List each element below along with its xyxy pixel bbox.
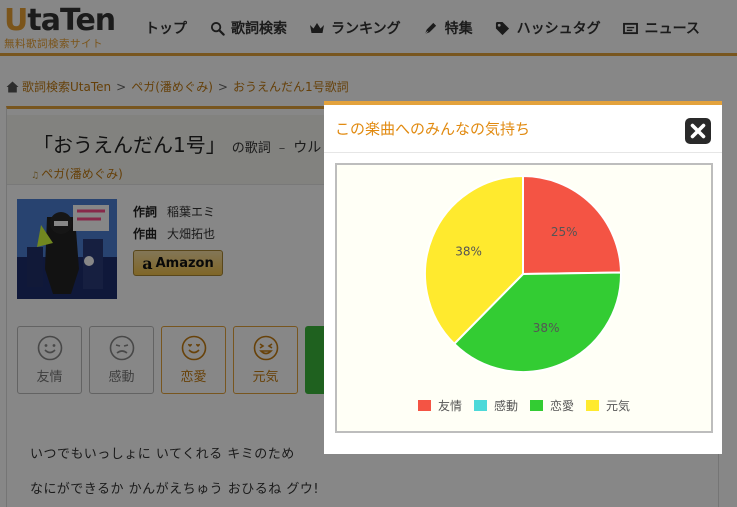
artist-icon: ♫	[31, 171, 40, 181]
legend-item[interactable]: 元気	[586, 397, 630, 414]
chart-legend: 友情 感動 恋愛 元気	[337, 397, 711, 414]
credit-key: 作曲	[133, 227, 158, 241]
feelings-modal: この楽曲へのみんなの気持ち 25% 38% 38% 友情 感動 恋愛 元気	[324, 101, 722, 454]
logo-tagline: 無料歌詞検索サイト	[4, 38, 103, 50]
breadcrumb-link-home[interactable]: 歌詞検索UtaTen	[22, 80, 112, 94]
amazon-icon: a	[142, 253, 153, 273]
breadcrumb-link-artist[interactable]: ペガ(潘めぐみ)	[131, 80, 213, 94]
credit-composer: 作曲 大畑拓也	[133, 223, 215, 245]
song-subtitle: ウル	[293, 140, 322, 156]
title-dash: –	[278, 141, 286, 156]
nav-label: 歌詞検索	[231, 21, 287, 37]
legend-swatch	[586, 400, 600, 411]
legend-item[interactable]: 友情	[417, 397, 462, 414]
legend-swatch	[530, 400, 543, 411]
artist-name: ペガ(潘めぐみ)	[41, 167, 123, 181]
pie-slice-label: 25%	[551, 225, 578, 239]
credits: 作詞 稲葉エミ 作曲 大畑拓也	[133, 201, 215, 245]
feeling-button-love[interactable]: 恋愛	[161, 326, 226, 394]
pie-slice[interactable]	[522, 174, 623, 276]
nav-label: トップ	[145, 21, 187, 37]
legend-swatch	[417, 400, 431, 411]
news-icon	[623, 20, 639, 36]
close-button[interactable]	[685, 118, 711, 144]
feeling-label: 感動	[108, 370, 135, 385]
heart-eyes-face-icon	[181, 335, 206, 361]
credit-lyricist: 作詞 稲葉エミ	[133, 201, 215, 223]
feeling-label: 元気	[252, 370, 279, 385]
pie-slice-label: 38%	[455, 245, 482, 259]
credit-value[interactable]: 稲葉エミ	[167, 205, 216, 219]
tag-icon	[495, 20, 511, 36]
feeling-button-energy[interactable]: 元気	[233, 326, 298, 394]
song-title: 「おうえんだん1号」 の歌詞 – ウル	[33, 129, 321, 158]
crying-face-icon	[109, 335, 134, 361]
search-icon	[209, 20, 225, 36]
logo-text: UtaTen	[4, 3, 116, 38]
modal-divider	[324, 152, 722, 153]
nav-label: ランキング	[331, 21, 401, 37]
legend-label: 元気	[606, 399, 631, 413]
nav-item-hashtag[interactable]: ハッシュタグ	[495, 18, 601, 38]
artist-link[interactable]: ♫ ペガ(潘めぐみ)	[31, 165, 123, 182]
nav-label: 特集	[444, 21, 473, 37]
nav-label: ハッシュタグ	[516, 21, 601, 37]
pie-slice-label: 38%	[533, 321, 560, 335]
song-title-suffix: の歌詞	[231, 141, 271, 156]
legend-label: 感動	[493, 399, 518, 413]
credit-value[interactable]: 大畑拓也	[167, 227, 216, 241]
breadcrumb-link-song[interactable]: おうえんだん1号歌詞	[232, 80, 349, 94]
pie-slice[interactable]	[452, 271, 622, 373]
crown-icon	[309, 20, 325, 36]
home-icon	[6, 81, 19, 93]
feeling-label: 恋愛	[180, 370, 207, 385]
pen-icon	[423, 20, 439, 36]
nav-item-top[interactable]: トップ	[145, 18, 187, 38]
legend-label: 友情	[437, 399, 462, 413]
pie-chart: 25% 38% 38%	[424, 174, 623, 373]
amazon-label: Amazon	[155, 255, 214, 271]
nav-item-feature[interactable]: 特集	[423, 18, 473, 38]
feeling-button-friendship[interactable]: 友情	[17, 326, 82, 394]
lyric-line: なにができるか かんがえちゅう おひるね グウ!	[30, 482, 320, 497]
pie-slice[interactable]	[424, 174, 524, 346]
legend-item[interactable]: 感動	[473, 397, 518, 414]
breadcrumb: 歌詞検索UtaTen > ペガ(潘めぐみ) > おうえんだん1号歌詞	[6, 78, 349, 95]
modal-title: この楽曲へのみんなの気持ち	[335, 120, 531, 138]
breadcrumb-separator: >	[217, 79, 228, 94]
credit-key: 作詞	[133, 205, 158, 219]
nav-item-search[interactable]: 歌詞検索	[209, 18, 287, 38]
legend-item[interactable]: 恋愛	[530, 397, 574, 414]
album-jacket-image[interactable]	[17, 199, 117, 299]
site-logo[interactable]: UtaTen 無料歌詞検索サイト	[4, 3, 124, 51]
breadcrumb-separator: >	[116, 79, 127, 94]
nav-label: ニュース	[644, 21, 700, 37]
amazon-button[interactable]: a Amazon	[133, 250, 223, 276]
chart-area: 25% 38% 38% 友情 感動 恋愛 元気	[335, 163, 713, 433]
lyric-line: いつでもいっしょに いてくれる キミのため	[30, 447, 295, 462]
site-header: UtaTen 無料歌詞検索サイト トップ 歌詞検索 ランキング 特集	[0, 0, 737, 56]
legend-label: 恋愛	[550, 399, 575, 413]
feeling-button-emotion[interactable]: 感動	[89, 326, 154, 394]
close-icon	[690, 123, 706, 139]
main-nav: トップ 歌詞検索 ランキング 特集 ハッシュタグ	[145, 16, 722, 40]
nav-item-news[interactable]: ニュース	[623, 18, 700, 38]
feeling-label: 友情	[36, 370, 63, 385]
nav-item-ranking[interactable]: ランキング	[309, 18, 401, 38]
grin-face-icon	[253, 335, 278, 361]
song-title-text: 「おうえんだん1号」	[33, 133, 226, 157]
legend-swatch	[473, 400, 487, 411]
smile-face-icon	[37, 335, 62, 361]
